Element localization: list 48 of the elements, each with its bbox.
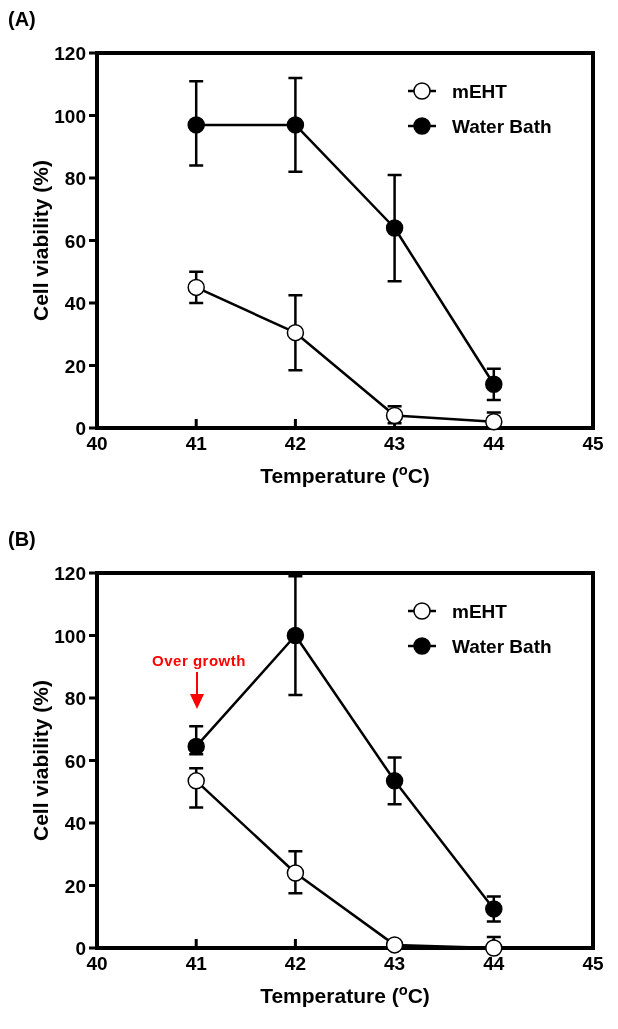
legend-label: mEHT [452, 81, 508, 102]
y-tick-label: 80 [64, 168, 86, 189]
x-tick-label: 43 [384, 433, 406, 454]
point [286, 116, 305, 134]
y-tick-label: 40 [64, 813, 86, 834]
y-tick-label: 60 [64, 750, 86, 772]
x-tick-label: 43 [384, 953, 406, 974]
point [485, 900, 503, 918]
y-tick-label: 0 [75, 938, 86, 959]
x-axis-title: Temperature ($^{o}$C) [260, 462, 430, 487]
x-tick-label: 44 [483, 953, 505, 974]
legend-label: Water Bath [452, 636, 552, 657]
y-tick-label: 40 [64, 293, 86, 314]
y-tick-label: 100 [54, 105, 86, 127]
point [187, 737, 205, 756]
y-tick-label: 20 [64, 355, 86, 377]
x-tick-label: 41 [185, 953, 208, 974]
chart-title: (B) [8, 528, 36, 550]
y-tick-label: 120 [54, 563, 86, 584]
point [385, 219, 404, 237]
y-tick-label: 80 [64, 688, 86, 709]
point [485, 375, 503, 393]
x-axis-title: Temperature ($^{o}$C) [260, 982, 430, 1007]
legend-label: mEHT [452, 601, 508, 622]
y-tick-label: 20 [64, 875, 86, 897]
x-tick-label: 44 [483, 433, 505, 454]
point [385, 936, 404, 954]
chart-title: (A) [8, 8, 36, 30]
point [187, 278, 205, 297]
x-tick-label: 42 [284, 953, 306, 974]
x-tick-label: 41 [185, 433, 208, 454]
legend-label: Water Bath [452, 116, 552, 137]
y-axis-title: Cell viability (%) [29, 159, 52, 322]
y-tick-label: 60 [64, 230, 86, 252]
point [187, 116, 205, 134]
y-tick-label: 120 [54, 43, 86, 64]
annotation: Over growth [152, 652, 246, 669]
x-tick-label: 45 [582, 433, 604, 454]
y-tick-label: 100 [54, 625, 86, 647]
y-tick-label: 0 [75, 418, 86, 439]
x-tick-label: 42 [284, 433, 306, 454]
point [286, 323, 305, 342]
point [187, 772, 205, 790]
point [286, 864, 305, 882]
x-tick-label: 45 [582, 953, 604, 974]
point [385, 772, 404, 790]
point [286, 626, 305, 645]
y-axis-title: Cell viability (%) [29, 679, 52, 842]
